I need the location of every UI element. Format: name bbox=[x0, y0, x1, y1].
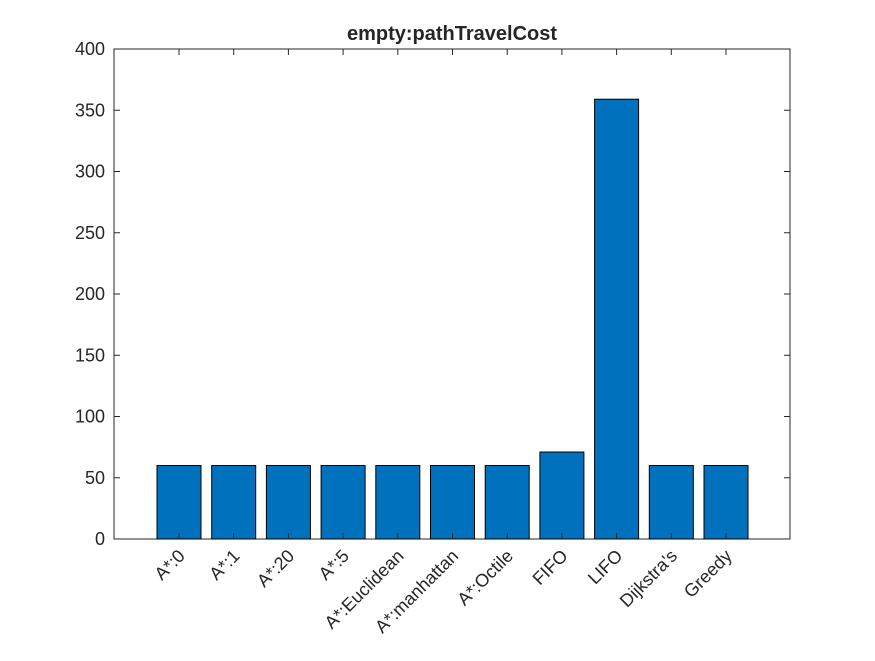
x-tick-label: FIFO bbox=[529, 546, 572, 589]
y-tick-label: 350 bbox=[75, 100, 105, 120]
bar bbox=[211, 465, 257, 540]
bar bbox=[265, 465, 311, 540]
x-tick-label: Greedy bbox=[680, 546, 736, 602]
y-axis: 0 50 100 150 200 250 300 350 400 bbox=[75, 39, 790, 549]
x-tick-label: Dijkstra's bbox=[616, 546, 681, 611]
bar bbox=[484, 465, 530, 540]
x-tick-label: A*:1 bbox=[205, 546, 243, 584]
plot-area bbox=[113, 48, 791, 540]
bar bbox=[375, 465, 421, 540]
bar bbox=[320, 465, 366, 540]
x-tick-label: A*:20 bbox=[253, 546, 298, 591]
bar bbox=[594, 98, 640, 540]
x-tick-label: A*:5 bbox=[315, 546, 353, 584]
x-tick-label: A*:Octile bbox=[453, 546, 517, 610]
y-tick-label: 200 bbox=[75, 284, 105, 304]
bar bbox=[430, 465, 475, 540]
y-tick-label: 400 bbox=[75, 39, 105, 59]
chart-title: empty:pathTravelCost bbox=[347, 23, 557, 45]
bars bbox=[156, 98, 749, 540]
bar bbox=[539, 451, 585, 540]
y-tick-label: 0 bbox=[95, 529, 105, 549]
y-tick-label: 100 bbox=[75, 407, 105, 427]
y-tick-label: 50 bbox=[85, 468, 105, 488]
x-tick-label: LIFO bbox=[584, 546, 626, 588]
y-tick-label: 300 bbox=[75, 162, 105, 182]
y-tick-label: 250 bbox=[75, 223, 105, 243]
y-tick-label: 150 bbox=[75, 345, 105, 365]
bar bbox=[703, 465, 749, 540]
x-tick-label: A*:0 bbox=[151, 546, 189, 584]
bar bbox=[156, 465, 202, 540]
bar bbox=[648, 465, 694, 540]
